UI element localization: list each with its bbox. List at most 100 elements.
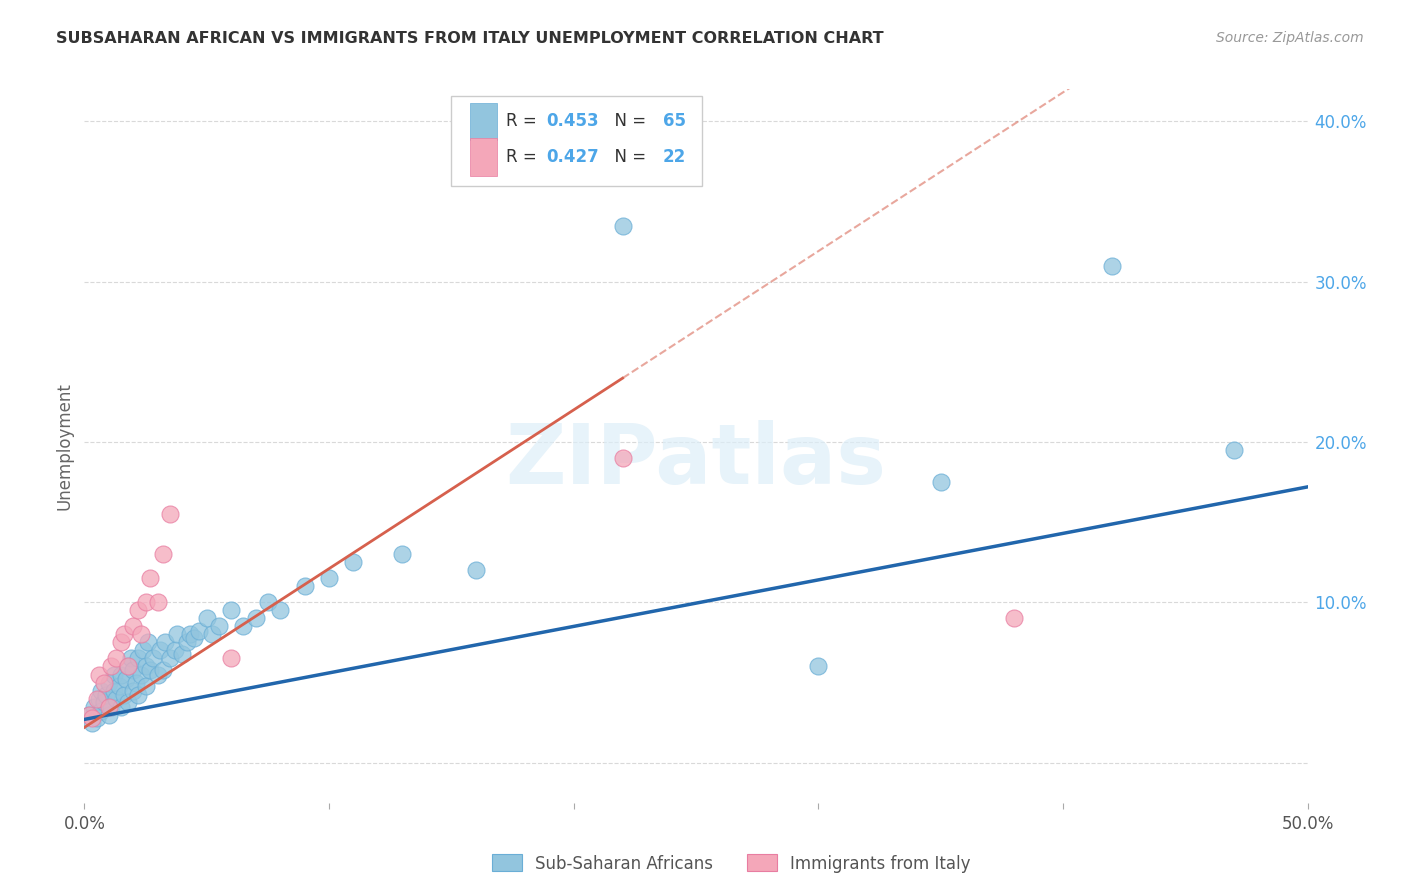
Point	[139, 663, 162, 677]
Text: 65: 65	[664, 112, 686, 130]
Point	[342, 555, 364, 569]
Point	[245, 611, 267, 625]
Point	[464, 563, 486, 577]
Point	[117, 659, 139, 673]
Point	[139, 571, 162, 585]
Point	[135, 679, 157, 693]
Point	[176, 635, 198, 649]
Point	[80, 715, 103, 730]
Point	[115, 673, 138, 687]
Point	[125, 675, 148, 690]
Point	[612, 219, 634, 233]
Text: SUBSAHARAN AFRICAN VS IMMIGRANTS FROM ITALY UNEMPLOYMENT CORRELATION CHART: SUBSAHARAN AFRICAN VS IMMIGRANTS FROM IT…	[56, 31, 884, 46]
Point	[100, 659, 122, 673]
Point	[122, 683, 145, 698]
Point	[93, 695, 115, 709]
Point	[110, 635, 132, 649]
Point	[929, 475, 952, 489]
Point	[294, 579, 316, 593]
Point	[166, 627, 188, 641]
Point	[120, 651, 142, 665]
Point	[93, 675, 115, 690]
Point	[232, 619, 254, 633]
Point	[208, 619, 231, 633]
Point	[391, 547, 413, 561]
Bar	[470, 138, 496, 176]
Text: N =: N =	[605, 112, 651, 130]
Point	[1223, 442, 1246, 457]
Point	[132, 643, 155, 657]
FancyBboxPatch shape	[451, 96, 702, 186]
Point	[103, 667, 125, 681]
Point	[127, 603, 149, 617]
Point	[112, 627, 135, 641]
Point	[152, 547, 174, 561]
Point	[1002, 611, 1025, 625]
Point	[612, 450, 634, 465]
Point	[200, 627, 222, 641]
Point	[117, 695, 139, 709]
Point	[77, 707, 100, 722]
Point	[90, 705, 112, 719]
Point	[87, 667, 110, 681]
Text: 0.427: 0.427	[547, 148, 599, 166]
Point	[110, 667, 132, 681]
Point	[257, 595, 280, 609]
Point	[105, 651, 128, 665]
Text: 22: 22	[664, 148, 686, 166]
Point	[80, 711, 103, 725]
Point	[100, 699, 122, 714]
Legend: Sub-Saharan Africans, Immigrants from Italy: Sub-Saharan Africans, Immigrants from It…	[485, 847, 977, 880]
Point	[86, 691, 108, 706]
Point	[163, 643, 186, 657]
Point	[807, 659, 830, 673]
Point	[96, 689, 118, 703]
Point	[269, 603, 291, 617]
Point	[149, 643, 172, 657]
Point	[146, 595, 169, 609]
Point	[129, 667, 152, 681]
Point	[107, 679, 129, 693]
Text: N =: N =	[605, 148, 651, 166]
Point	[219, 603, 242, 617]
Point	[87, 691, 110, 706]
Point	[172, 647, 194, 661]
Point	[159, 507, 181, 521]
Point	[110, 699, 132, 714]
Point	[97, 675, 120, 690]
Point	[97, 699, 120, 714]
Text: R =: R =	[506, 112, 543, 130]
Point	[117, 659, 139, 673]
Point	[77, 707, 100, 722]
Text: Source: ZipAtlas.com: Source: ZipAtlas.com	[1216, 31, 1364, 45]
Point	[142, 651, 165, 665]
Point	[135, 659, 157, 673]
Point	[318, 571, 340, 585]
Point	[183, 631, 205, 645]
Point	[86, 711, 108, 725]
Point	[127, 651, 149, 665]
Bar	[470, 103, 496, 140]
Point	[129, 627, 152, 641]
Point	[122, 619, 145, 633]
Point	[159, 651, 181, 665]
Point	[105, 691, 128, 706]
Point	[195, 611, 218, 625]
Point	[90, 683, 112, 698]
Text: 0.453: 0.453	[547, 112, 599, 130]
Text: R =: R =	[506, 148, 543, 166]
Point	[83, 699, 105, 714]
Point	[103, 683, 125, 698]
Y-axis label: Unemployment: Unemployment	[55, 382, 73, 510]
Point	[146, 667, 169, 681]
Point	[127, 689, 149, 703]
Point	[219, 651, 242, 665]
Point	[112, 689, 135, 703]
Point	[97, 707, 120, 722]
Point	[1101, 259, 1123, 273]
Point	[122, 663, 145, 677]
Point	[135, 595, 157, 609]
Point	[179, 627, 201, 641]
Point	[136, 635, 159, 649]
Point	[188, 624, 211, 639]
